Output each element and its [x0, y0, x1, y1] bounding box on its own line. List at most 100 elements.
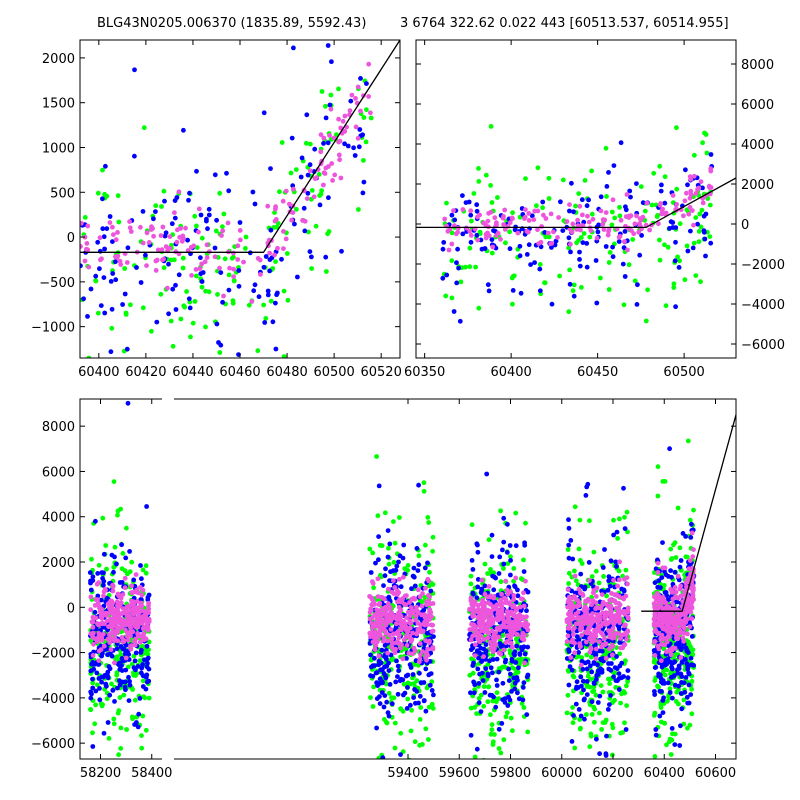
data-point	[162, 233, 168, 239]
data-point	[132, 642, 138, 648]
data-point	[372, 655, 377, 661]
data-point	[218, 270, 224, 275]
data-point	[689, 616, 695, 622]
data-point	[123, 310, 129, 316]
data-point	[488, 124, 494, 129]
data-point	[446, 247, 452, 253]
data-point	[475, 542, 480, 548]
data-point	[496, 696, 502, 701]
data-point	[108, 636, 113, 642]
data-point	[489, 237, 495, 243]
data-point	[594, 585, 600, 591]
data-point	[523, 176, 528, 182]
data-point	[488, 611, 494, 617]
data-point	[492, 574, 497, 580]
data-point	[490, 244, 496, 250]
data-point	[120, 592, 126, 597]
data-point	[584, 639, 589, 645]
data-point	[502, 227, 508, 232]
data-point	[130, 716, 136, 722]
data-point	[342, 141, 347, 147]
data-point	[88, 286, 94, 292]
data-point	[398, 607, 404, 613]
data-point	[498, 750, 504, 756]
data-point	[489, 727, 495, 733]
data-point	[374, 454, 379, 459]
data-point	[662, 479, 668, 484]
data-point	[80, 220, 84, 226]
data-point	[255, 348, 261, 354]
data-point	[651, 170, 657, 176]
data-point	[642, 208, 648, 214]
data-point	[619, 660, 625, 666]
data-point	[252, 282, 258, 288]
data-point	[689, 521, 694, 527]
data-point	[501, 214, 506, 219]
data-point	[611, 674, 616, 680]
data-point	[607, 633, 613, 638]
data-point	[671, 660, 677, 665]
data-point	[127, 219, 132, 225]
data-point	[417, 670, 422, 676]
data-point	[474, 232, 480, 238]
data-point	[621, 302, 627, 308]
x-tick-label: 60500	[313, 365, 354, 380]
data-point	[100, 576, 105, 581]
data-point	[690, 554, 696, 559]
data-point	[375, 683, 380, 688]
data-point	[136, 711, 142, 717]
data-point	[91, 641, 96, 647]
data-point	[587, 630, 593, 636]
data-point	[124, 727, 129, 732]
data-point	[621, 596, 627, 602]
data-point	[606, 170, 611, 175]
data-point	[137, 696, 143, 701]
data-point	[499, 604, 505, 609]
data-point	[681, 638, 687, 644]
data-point	[102, 310, 108, 316]
data-point	[463, 264, 468, 270]
data-point	[674, 599, 680, 605]
data-point	[622, 239, 627, 244]
data-point	[116, 593, 122, 599]
data-point	[104, 226, 110, 232]
data-point	[595, 668, 601, 674]
data-point	[112, 544, 118, 550]
data-point	[617, 577, 622, 583]
data-point	[500, 547, 505, 553]
data-point	[180, 255, 186, 261]
data-point	[515, 230, 521, 236]
data-point	[598, 194, 604, 200]
data-point	[91, 662, 97, 667]
data-point	[490, 657, 496, 662]
data-point	[386, 594, 392, 600]
data-point	[476, 681, 482, 686]
data-point	[587, 578, 592, 583]
data-point	[391, 695, 397, 701]
data-point	[625, 628, 631, 634]
data-point	[125, 664, 131, 670]
data-point	[321, 182, 326, 188]
data-point	[652, 710, 658, 716]
data-point	[102, 246, 107, 252]
data-point	[525, 644, 531, 650]
data-point	[697, 211, 703, 217]
data-point	[653, 664, 659, 670]
data-point	[653, 566, 659, 572]
data-point	[598, 683, 604, 688]
data-point	[395, 691, 401, 697]
data-point	[597, 710, 602, 716]
data-point	[392, 650, 398, 656]
data-point	[385, 528, 391, 533]
data-point	[203, 288, 209, 294]
data-point	[611, 577, 616, 583]
data-point	[397, 515, 402, 520]
data-point	[94, 581, 100, 587]
data-point	[419, 612, 424, 618]
data-point	[413, 700, 418, 706]
data-point	[586, 560, 592, 565]
data-point	[502, 207, 508, 213]
data-point	[118, 506, 123, 512]
data-point	[569, 761, 574, 766]
data-point	[584, 712, 589, 717]
